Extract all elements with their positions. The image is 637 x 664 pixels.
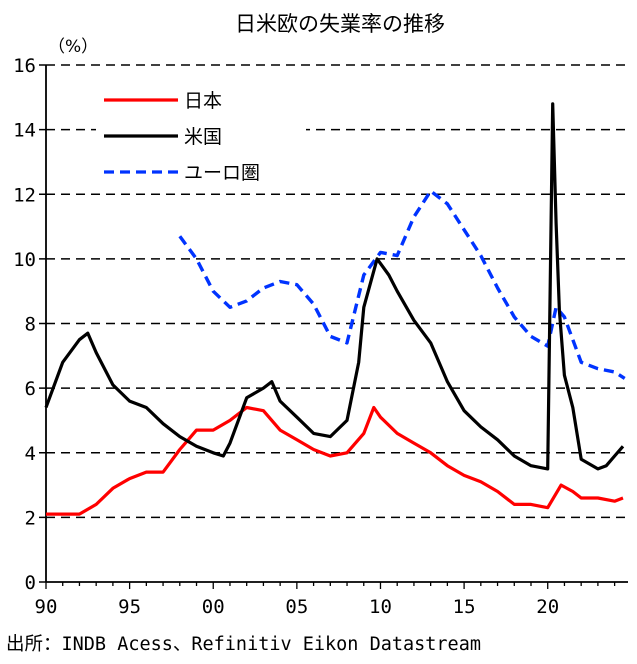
legend-label-2: ユーロ圏 xyxy=(184,162,260,184)
x-tick-label: 15 xyxy=(453,596,476,618)
y-tick-label: 6 xyxy=(25,378,36,400)
y-axis-unit: （%） xyxy=(48,37,98,57)
y-tick-label: 12 xyxy=(13,184,36,206)
series-line-2 xyxy=(178,189,626,380)
y-tick-labels: 0 2 4 6 8 10 12 14 16 xyxy=(13,55,36,594)
legend-background xyxy=(96,157,306,185)
x-tick-label: 00 xyxy=(202,596,225,618)
chart-title: 日米欧の失業率の推移 xyxy=(235,12,445,36)
y-tick-label: 10 xyxy=(13,249,36,271)
axes xyxy=(39,64,628,589)
y-tick-label: 16 xyxy=(13,55,36,77)
y-tick-label: 0 xyxy=(25,572,36,594)
x-tick-label: 20 xyxy=(536,596,559,618)
x-tick-label: 95 xyxy=(118,596,141,618)
x-tick-labels: 90 95 00 05 10 15 20 xyxy=(35,596,560,618)
y-tick-label: 8 xyxy=(25,314,36,336)
y-tick-label: 14 xyxy=(13,120,36,142)
series-line-0 xyxy=(46,405,624,516)
y-tick-label: 2 xyxy=(25,507,36,529)
x-tick-label: 10 xyxy=(369,596,392,618)
source-note: 出所：INDB Acess、Refinitiv Eikon Datastream xyxy=(6,634,481,655)
legend-label-0: 日本 xyxy=(184,90,222,112)
x-tick-label: 90 xyxy=(35,596,58,618)
y-tick-label: 4 xyxy=(25,443,36,465)
legend-label-1: 米国 xyxy=(184,126,222,148)
series-lines xyxy=(44,102,626,516)
x-tick-label: 05 xyxy=(285,596,308,618)
series-line-1 xyxy=(44,102,625,471)
